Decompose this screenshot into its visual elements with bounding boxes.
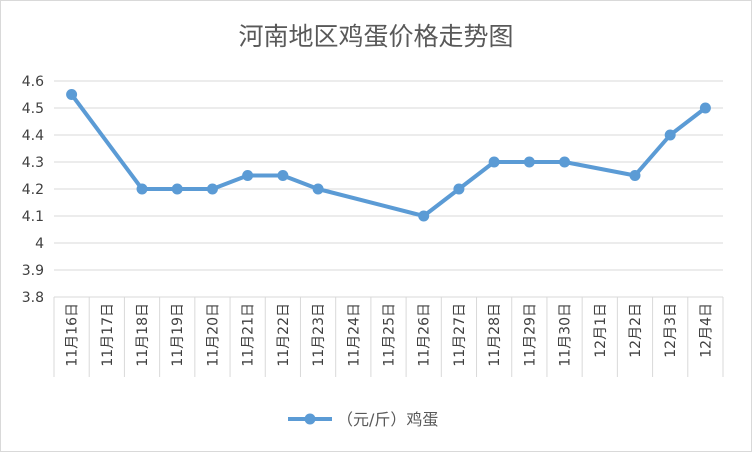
data-point — [206, 183, 218, 195]
x-tick-label: 11月18日 — [135, 303, 151, 367]
data-point — [66, 89, 78, 100]
y-tick-label: 4.6 — [22, 74, 44, 90]
y-tick-label: 4.5 — [22, 101, 44, 117]
x-tick-label: 11月20日 — [205, 303, 221, 367]
y-tick-label: 4.3 — [22, 155, 44, 171]
x-tick-label: 12月2日 — [628, 303, 644, 358]
legend: （元/斤）鸡蛋 — [288, 410, 438, 429]
x-tick-label: 12月3日 — [663, 303, 679, 358]
x-tick-label: 11月28日 — [487, 303, 503, 367]
y-tick-label: 3.9 — [22, 263, 44, 279]
data-point — [664, 129, 676, 141]
y-tick-label: 4.4 — [22, 128, 44, 144]
x-axis: 11月16日 11月17日 11月18日 11月19日 11月20日 11月21日 11月2… — [53, 297, 724, 377]
x-tick-label: 11月25日 — [382, 303, 398, 367]
data-point — [523, 156, 535, 168]
data-point — [312, 183, 324, 195]
data-point — [559, 156, 571, 168]
data-point — [136, 183, 148, 195]
x-tick-label: 11月16日 — [65, 303, 81, 367]
x-tick-label: 11月17日 — [100, 303, 116, 367]
legend-marker-swatch — [304, 413, 316, 425]
data-point — [699, 102, 711, 114]
data-point — [171, 183, 183, 195]
x-tick-label: 11月30日 — [558, 303, 574, 367]
series-line — [70, 93, 707, 218]
data-point — [453, 183, 465, 195]
y-tick-label: 4.2 — [22, 182, 44, 198]
data-point — [277, 170, 289, 181]
x-tick-label: 11月27日 — [452, 303, 468, 367]
x-tick-label: 11月26日 — [417, 303, 433, 367]
y-tick-label: 3.8 — [22, 290, 44, 306]
series-layer — [66, 89, 711, 222]
x-tick-label: 11月29日 — [522, 303, 538, 367]
data-point — [418, 210, 430, 222]
x-tick-label: 11月21日 — [241, 303, 257, 367]
x-tick-label: 11月24日 — [346, 303, 362, 367]
x-tick-label: 12月4日 — [698, 303, 714, 358]
x-tick-label: 11月19日 — [170, 303, 186, 367]
x-tick-label: 12月1日 — [593, 303, 609, 358]
y-axis-ticks: 4.6 4.5 4.4 4.3 4.2 4.1 4 3.9 3.8 — [22, 74, 44, 306]
chart-title: 河南地区鸡蛋价格走势图 — [238, 22, 513, 51]
legend-label: （元/斤）鸡蛋 — [337, 410, 438, 429]
data-point — [242, 170, 254, 181]
x-tick-label: 11月23日 — [311, 303, 327, 367]
y-tick-label: 4 — [35, 236, 44, 252]
data-point — [629, 170, 641, 181]
data-point — [488, 156, 500, 168]
y-tick-label: 4.1 — [22, 209, 44, 225]
x-tick-label: 11月22日 — [276, 303, 292, 367]
